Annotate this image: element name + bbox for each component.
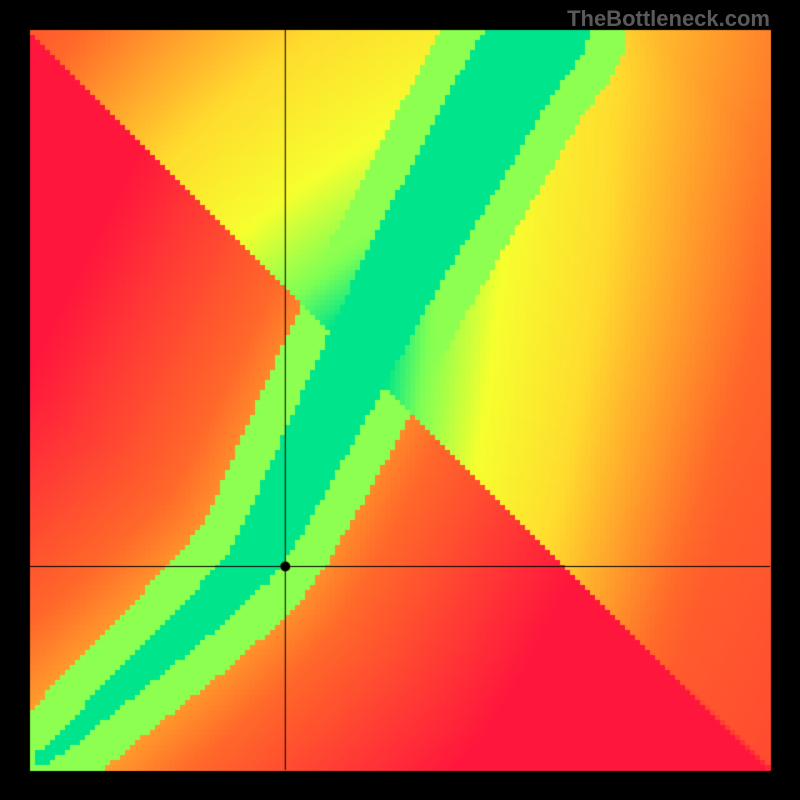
bottleneck-heatmap — [0, 0, 800, 800]
watermark-text: TheBottleneck.com — [567, 6, 770, 32]
